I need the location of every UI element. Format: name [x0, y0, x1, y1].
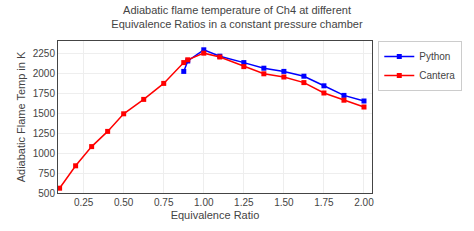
svg-text:Adiabatic Flame Temp in K: Adiabatic Flame Temp in K [15, 51, 27, 182]
svg-text:1.00: 1.00 [194, 197, 214, 208]
svg-text:1500: 1500 [33, 108, 56, 119]
svg-text:1.75: 1.75 [314, 197, 334, 208]
svg-text:0.75: 0.75 [154, 197, 174, 208]
svg-text:1.50: 1.50 [274, 197, 294, 208]
svg-text:2000: 2000 [33, 68, 56, 79]
svg-text:500: 500 [38, 188, 55, 199]
svg-text:Cantera: Cantera [419, 70, 455, 81]
svg-text:1.25: 1.25 [234, 197, 254, 208]
svg-text:Equivalence Ratio: Equivalence Ratio [171, 209, 260, 221]
svg-text:0.50: 0.50 [114, 197, 134, 208]
svg-text:2250: 2250 [33, 48, 56, 59]
svg-text:Adiabatic flame temperature of: Adiabatic flame temperature of Ch4 at di… [111, 4, 363, 30]
svg-text:Python: Python [419, 51, 450, 62]
svg-text:1250: 1250 [33, 128, 56, 139]
svg-text:0.25: 0.25 [74, 197, 94, 208]
svg-text:1750: 1750 [33, 88, 56, 99]
svg-text:2.00: 2.00 [354, 197, 374, 208]
svg-text:750: 750 [38, 168, 55, 179]
svg-text:1000: 1000 [33, 148, 56, 159]
